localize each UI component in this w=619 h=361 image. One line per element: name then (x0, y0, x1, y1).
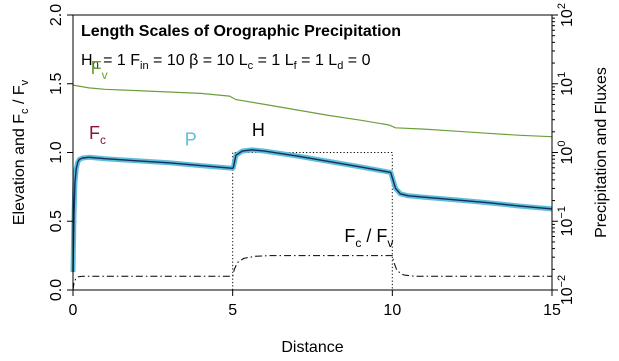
y-left-tick-label-4: 2.0 (48, 4, 65, 26)
series-h-line (73, 152, 552, 291)
series-ratio-line (72, 255, 552, 291)
label-fc: Fc (89, 123, 106, 147)
x-tick-label-3: 15 (543, 302, 561, 319)
y-left-tick-label-3: 1.5 (48, 73, 65, 95)
y-right-axis-label: Precipitation and Fluxes (593, 67, 610, 238)
x-tick-label-0: 0 (69, 302, 78, 319)
annotations: Distance Elevation and Fc / Fv Precipitati… (11, 23, 610, 356)
parameter-line: H0 = 1 Fin = 10 β = 10 Lc = 1 Lf = 1 Ld … (81, 52, 371, 72)
y-left-tick-label-0: 0.0 (48, 279, 65, 301)
y-right-tick-label-4: 102 (556, 3, 576, 27)
label-h: H (252, 120, 265, 140)
x-tick-label-1: 5 (228, 302, 237, 319)
series-fc-line (72, 149, 553, 273)
series-lines (70, 84, 553, 291)
y-left-tick-label-1: 0.5 (48, 210, 65, 232)
x-axis-label: Distance (281, 339, 343, 356)
y-right-tick-label-3: 101 (556, 72, 576, 96)
y-right-tick-label-0: 10−2 (556, 275, 576, 305)
x-tick-label-2: 10 (383, 302, 401, 319)
axes: 0 5 10 15 0.0 0.5 1.0 1.5 2.0 10−2 10−1 100 101 102 (48, 3, 576, 319)
label-fv: Fv (91, 58, 108, 82)
y-left-tick-label-2: 1.0 (48, 141, 65, 163)
y-left-axis-label: Elevation and Fc / Fv (11, 79, 31, 225)
label-fc-fv: Fc / Fv (344, 226, 393, 250)
chart-title: Length Scales of Orographic Precipitatio… (81, 23, 401, 40)
series-fv-line (72, 84, 553, 138)
y-right-tick-label-1: 10−1 (556, 206, 576, 236)
y-right-tick-label-2: 100 (556, 141, 576, 165)
label-p: P (185, 130, 197, 150)
series-p-line (70, 147, 553, 273)
